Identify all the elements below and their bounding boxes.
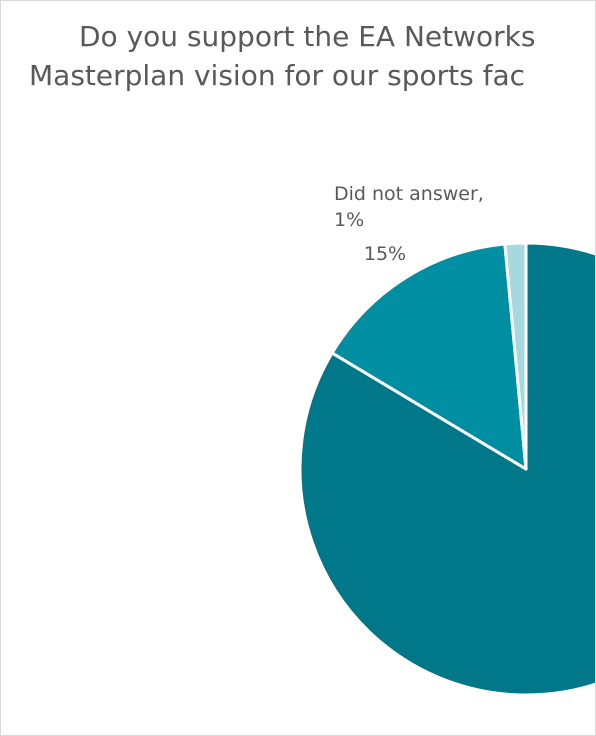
data-label-slice-3-line-1: Did not answer, [334, 183, 484, 205]
pie-slice-3 [503, 241, 528, 471]
pie-slice-1 [298, 241, 595, 697]
data-labels: 15% Did not answer, 1% [334, 183, 484, 265]
chart-title-line-2: Masterplan vision for our sports fac [29, 59, 525, 92]
chart-title-line-1: Do you support the EA Networks [79, 20, 535, 53]
data-label-slice-2: 15% [364, 243, 406, 265]
pie-slices [298, 241, 595, 697]
chart-title: Do you support the EA Networks Masterpla… [29, 20, 535, 92]
data-label-slice-3-line-2: 1% [334, 209, 364, 231]
pie-slice-2 [330, 242, 528, 471]
